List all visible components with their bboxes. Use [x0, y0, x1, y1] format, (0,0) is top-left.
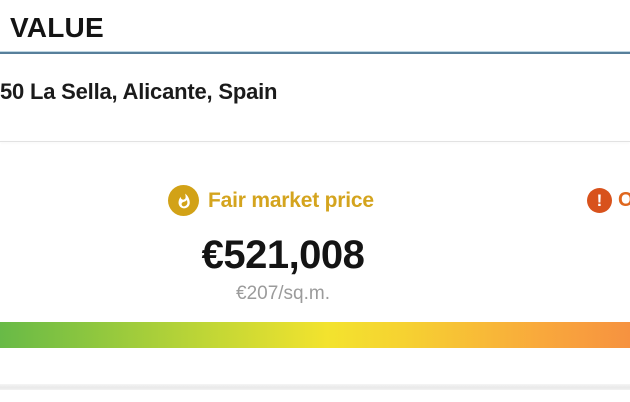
- valuation-price: €521,008: [201, 233, 365, 277]
- section-bottom-divider: [0, 384, 630, 390]
- price-range-gradient-bar: [0, 322, 630, 348]
- header-divider: [0, 51, 630, 54]
- price-per-sqm: €207/sq.m.: [236, 283, 330, 304]
- flame-icon: [168, 185, 199, 216]
- property-address: 50 La Sella, Alicante, Spain: [0, 79, 278, 104]
- exclamation-icon: !: [587, 188, 612, 213]
- fair-market-price-label: Fair market price: [208, 188, 374, 212]
- card-top-divider: [0, 141, 630, 142]
- fair-market-price-indicator: Fair market price: [168, 185, 374, 216]
- overpriced-indicator: ! Overpriced: [587, 188, 630, 213]
- page-title: VALUE: [10, 12, 104, 43]
- overpriced-label: Overpriced: [618, 189, 630, 211]
